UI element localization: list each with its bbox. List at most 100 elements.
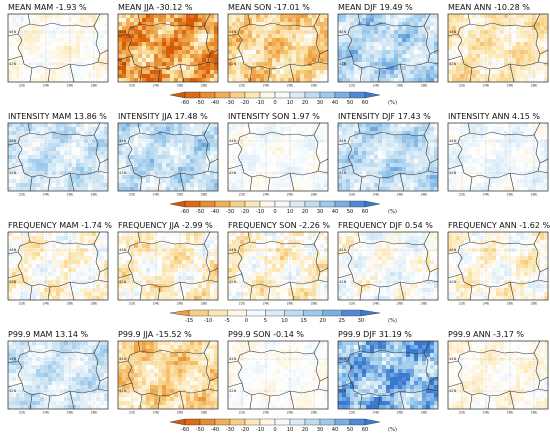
map-cell (76, 14, 81, 19)
map-cell (104, 127, 108, 132)
map-cell (426, 155, 431, 160)
country-borders (228, 14, 328, 82)
map-cell (544, 46, 548, 51)
map-cell (516, 42, 521, 47)
map-cell (296, 42, 301, 47)
map-cell (186, 54, 191, 59)
map-cell (96, 135, 101, 140)
map-cell (452, 78, 457, 82)
map-cell (56, 232, 61, 237)
lon-tick-label: 22E (19, 193, 27, 197)
map-cell (52, 167, 57, 172)
map-cell (198, 139, 203, 144)
lon-tick-label: 26E (67, 84, 75, 88)
map-cell (122, 50, 127, 55)
map-cell (386, 123, 391, 128)
map-cell (354, 155, 359, 160)
map-cell (88, 288, 93, 293)
map-cell (142, 18, 147, 23)
map-cell (214, 187, 218, 191)
map-cell (338, 187, 343, 191)
map-cell (354, 26, 359, 31)
map-cell (338, 54, 343, 59)
map-cell (448, 54, 453, 59)
map-cell (100, 296, 105, 300)
map-cell (60, 292, 65, 297)
map-cell (358, 159, 363, 164)
map-cell (64, 167, 69, 172)
map-cell (190, 143, 195, 148)
map-cell (32, 163, 37, 168)
map-cell (304, 159, 309, 164)
map-cell (382, 74, 387, 79)
map-cell (142, 66, 147, 71)
map-cell (516, 14, 521, 19)
map-cell (276, 46, 281, 51)
map-cell (316, 135, 321, 140)
map-cell (134, 22, 139, 27)
map-cell (134, 236, 139, 241)
map-cell (472, 58, 477, 63)
map-cell (36, 38, 41, 43)
map-cell (68, 252, 73, 257)
map-cell (358, 18, 363, 23)
map-cell (338, 22, 343, 27)
map-cell (500, 22, 505, 27)
map-cell (456, 131, 461, 136)
map-cell (52, 143, 57, 148)
map-cell (256, 179, 261, 184)
map-cell (500, 143, 505, 148)
map-cell (414, 54, 419, 59)
map-cell (100, 252, 105, 257)
map-cell (496, 123, 501, 128)
map-cell (214, 244, 218, 249)
map-cell (68, 163, 73, 168)
map-cell (240, 139, 245, 144)
map-cell (390, 127, 395, 132)
map-cell (32, 288, 37, 293)
map-cell (272, 127, 277, 132)
map-cell (524, 42, 529, 47)
map-cell (150, 42, 155, 47)
map-cell (504, 70, 509, 75)
map-cell (284, 183, 289, 188)
map-cell (210, 240, 215, 245)
map-cell (452, 131, 457, 136)
map-cell (40, 179, 45, 184)
map-cell (24, 296, 29, 300)
map-cell (338, 179, 343, 184)
map-cell (268, 163, 273, 168)
map-cell (162, 78, 167, 82)
map-cell (304, 42, 309, 47)
map-cell (338, 159, 343, 164)
map-cell (122, 127, 127, 132)
map-cell (476, 50, 481, 55)
map-cell (40, 22, 45, 27)
map-cell (512, 46, 517, 51)
map-cell (32, 18, 37, 23)
map-cell (52, 175, 57, 180)
map-cell (480, 139, 485, 144)
map-cell (452, 66, 457, 71)
map-cell (308, 139, 313, 144)
map-cell (528, 183, 533, 188)
map-cell (142, 139, 147, 144)
map-cell (104, 62, 108, 67)
map-cell (406, 179, 411, 184)
map-cell (126, 179, 131, 184)
map-cell (8, 54, 13, 59)
map-cell (426, 143, 431, 148)
map-cell (232, 183, 237, 188)
map-cell (354, 14, 359, 19)
map-cell (146, 155, 151, 160)
map-cell (84, 131, 89, 136)
map-cell (532, 175, 537, 180)
map-cell (72, 70, 77, 75)
map-cell (170, 54, 175, 59)
lat-tick-label: 42N (119, 171, 127, 175)
map-cell (252, 175, 257, 180)
map-cell (96, 70, 101, 75)
map-cell (170, 187, 175, 191)
map-cell (342, 66, 347, 71)
map-cell (492, 18, 497, 23)
